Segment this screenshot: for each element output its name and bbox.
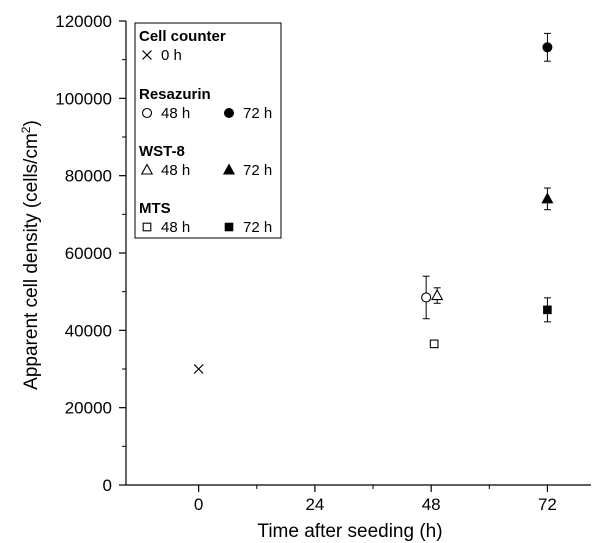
legend-label: 72 h xyxy=(243,162,272,179)
x-tick-label: 48 xyxy=(422,495,441,514)
legend-marker-circle-filled xyxy=(224,108,234,118)
legend-marker-square-open xyxy=(142,222,152,232)
legend-marker-triangle-open xyxy=(140,163,154,175)
legend-label: 48 h xyxy=(161,105,190,122)
y-tick-label: 100000 xyxy=(55,89,112,108)
y-axis-title-main: Apparent cell density (cells/cm xyxy=(21,133,42,390)
legend-group-title: MTS xyxy=(139,200,171,217)
x-tick-label: 72 xyxy=(538,495,557,514)
y-tick-label: 40000 xyxy=(65,321,112,340)
y-axis-title: Apparent cell density (cells/cm2) xyxy=(19,120,42,390)
y-tick-label: 120000 xyxy=(55,12,112,31)
legend-box xyxy=(134,22,282,239)
data-point-square-open xyxy=(429,339,439,349)
legend-label: 0 h xyxy=(161,47,182,64)
legend-marker-cross-stroke xyxy=(142,50,152,60)
x-tick-label: 0 xyxy=(194,495,203,514)
legend-group-title: Resazurin xyxy=(139,86,211,103)
error-bars xyxy=(422,32,551,323)
legend-label: 72 h xyxy=(243,105,272,122)
data-point-cross xyxy=(193,364,204,374)
legend-group-title: Cell counter xyxy=(139,28,226,45)
legend-label: 48 h xyxy=(161,162,190,179)
data-point-circle-open xyxy=(421,292,432,303)
y-axis-title-tail: ) xyxy=(21,120,42,126)
x-tick-label: 24 xyxy=(305,495,324,514)
legend-marker-square-filled xyxy=(224,222,234,232)
data-point-cross-stroke xyxy=(193,364,204,374)
x-axis-title: Time after seeding (h) xyxy=(257,521,442,542)
data-point-triangle-filled xyxy=(541,192,554,204)
legend-marker-cross xyxy=(142,50,152,60)
legend-label: 48 h xyxy=(161,219,190,236)
data-point-triangle-open xyxy=(431,288,444,301)
data-point-circle-filled xyxy=(542,42,553,53)
legend: Cell counter 0 h Resazurin 48 h 72 h WST-8 48 … xyxy=(134,22,282,239)
data-markers xyxy=(193,42,554,374)
tick-labels: 0 24 48 72 0 20000 40000 60000 80000 100000 120000 xyxy=(55,12,557,514)
legend-label: 72 h xyxy=(243,219,272,236)
legend-marker-circle-open xyxy=(141,107,153,119)
y-tick-label: 20000 xyxy=(65,399,112,418)
tick-marks xyxy=(119,20,549,492)
y-tick-label: 60000 xyxy=(65,244,112,263)
legend-marker-triangle-filled xyxy=(222,163,236,175)
y-tick-label: 0 xyxy=(103,476,112,495)
data-point-square-filled xyxy=(543,305,552,315)
y-axis-title-sup: 2 xyxy=(19,126,33,133)
y-tick-label: 80000 xyxy=(65,167,112,186)
legend-group-title: WST-8 xyxy=(139,143,185,160)
